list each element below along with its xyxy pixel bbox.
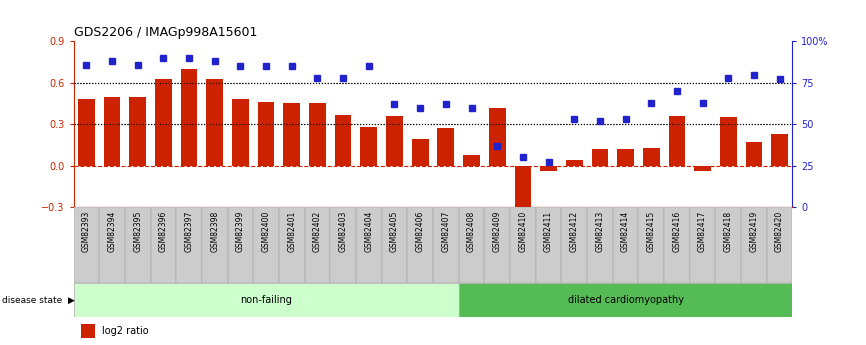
Bar bbox=[386, 116, 403, 166]
Text: GDS2206 / IMAGp998A15601: GDS2206 / IMAGp998A15601 bbox=[74, 26, 257, 39]
Bar bbox=[638, 207, 664, 283]
Bar bbox=[206, 79, 223, 166]
Text: GSM82409: GSM82409 bbox=[493, 211, 501, 252]
Bar bbox=[74, 207, 100, 283]
Text: GSM82410: GSM82410 bbox=[519, 211, 527, 252]
Bar bbox=[279, 207, 305, 283]
Bar bbox=[459, 207, 484, 283]
Bar bbox=[360, 127, 378, 166]
Text: GSM82404: GSM82404 bbox=[365, 211, 373, 252]
Bar bbox=[232, 99, 249, 166]
Bar bbox=[766, 207, 792, 283]
Bar bbox=[772, 134, 788, 166]
Bar bbox=[412, 139, 429, 166]
Bar bbox=[305, 207, 330, 283]
Text: GSM82393: GSM82393 bbox=[82, 211, 91, 252]
Text: GSM82419: GSM82419 bbox=[749, 211, 759, 252]
Text: GSM82418: GSM82418 bbox=[724, 211, 733, 252]
Bar bbox=[74, 283, 459, 317]
Text: dilated cardiomyopathy: dilated cardiomyopathy bbox=[567, 295, 683, 305]
Bar bbox=[125, 207, 151, 283]
Bar bbox=[741, 207, 766, 283]
Bar bbox=[382, 207, 407, 283]
Bar bbox=[459, 283, 792, 317]
Bar bbox=[104, 97, 120, 166]
Text: GSM82402: GSM82402 bbox=[313, 211, 322, 252]
Bar bbox=[695, 166, 711, 171]
Bar bbox=[514, 166, 531, 218]
Text: GSM82403: GSM82403 bbox=[339, 211, 347, 252]
Bar bbox=[437, 128, 454, 166]
Text: GSM82400: GSM82400 bbox=[262, 211, 271, 252]
Bar bbox=[253, 207, 279, 283]
Bar bbox=[689, 207, 715, 283]
Bar bbox=[129, 97, 146, 166]
Bar bbox=[151, 207, 177, 283]
Bar bbox=[715, 207, 741, 283]
Text: GSM82416: GSM82416 bbox=[672, 211, 682, 252]
Bar bbox=[330, 207, 356, 283]
Text: GSM82395: GSM82395 bbox=[133, 211, 142, 252]
Bar bbox=[617, 149, 634, 166]
Text: GSM82414: GSM82414 bbox=[621, 211, 630, 252]
Text: GSM82407: GSM82407 bbox=[442, 211, 450, 252]
Bar bbox=[565, 160, 583, 166]
Bar bbox=[488, 108, 506, 166]
Bar bbox=[283, 104, 301, 166]
Text: GSM82394: GSM82394 bbox=[107, 211, 117, 252]
Text: GSM82399: GSM82399 bbox=[236, 211, 245, 252]
Bar bbox=[484, 207, 510, 283]
Bar bbox=[643, 148, 660, 166]
Bar bbox=[155, 79, 171, 166]
Bar bbox=[228, 207, 253, 283]
Text: non-failing: non-failing bbox=[240, 295, 292, 305]
Bar bbox=[664, 207, 689, 283]
Text: GSM82405: GSM82405 bbox=[390, 211, 399, 252]
Bar bbox=[177, 207, 202, 283]
Text: GSM82397: GSM82397 bbox=[184, 211, 194, 252]
Bar bbox=[720, 117, 737, 166]
Bar bbox=[356, 207, 382, 283]
Bar bbox=[100, 207, 125, 283]
Bar bbox=[309, 104, 326, 166]
Text: GSM82406: GSM82406 bbox=[416, 211, 424, 252]
Bar bbox=[587, 207, 612, 283]
Text: GSM82411: GSM82411 bbox=[544, 211, 553, 252]
Text: GSM82396: GSM82396 bbox=[159, 211, 168, 252]
Bar bbox=[407, 207, 433, 283]
Bar bbox=[561, 207, 587, 283]
Bar bbox=[202, 207, 228, 283]
Text: GSM82415: GSM82415 bbox=[647, 211, 656, 252]
Bar bbox=[746, 142, 762, 166]
Bar bbox=[612, 207, 638, 283]
Bar bbox=[669, 116, 685, 166]
Bar bbox=[591, 149, 608, 166]
Bar bbox=[463, 155, 480, 166]
Text: GSM82408: GSM82408 bbox=[467, 211, 476, 252]
Text: GSM82420: GSM82420 bbox=[775, 211, 784, 252]
Bar bbox=[510, 207, 536, 283]
Bar bbox=[181, 69, 197, 166]
Text: GSM82413: GSM82413 bbox=[595, 211, 604, 252]
Bar bbox=[78, 99, 94, 166]
Bar bbox=[81, 324, 95, 337]
Text: GSM82417: GSM82417 bbox=[698, 211, 707, 252]
Bar bbox=[258, 102, 275, 166]
Text: disease state  ▶: disease state ▶ bbox=[2, 296, 74, 305]
Bar bbox=[540, 166, 557, 171]
Bar bbox=[433, 207, 459, 283]
Bar bbox=[335, 115, 352, 166]
Text: GSM82412: GSM82412 bbox=[570, 211, 578, 252]
Text: log2 ratio: log2 ratio bbox=[102, 326, 149, 336]
Text: GSM82398: GSM82398 bbox=[210, 211, 219, 252]
Bar bbox=[536, 207, 561, 283]
Text: GSM82401: GSM82401 bbox=[288, 211, 296, 252]
